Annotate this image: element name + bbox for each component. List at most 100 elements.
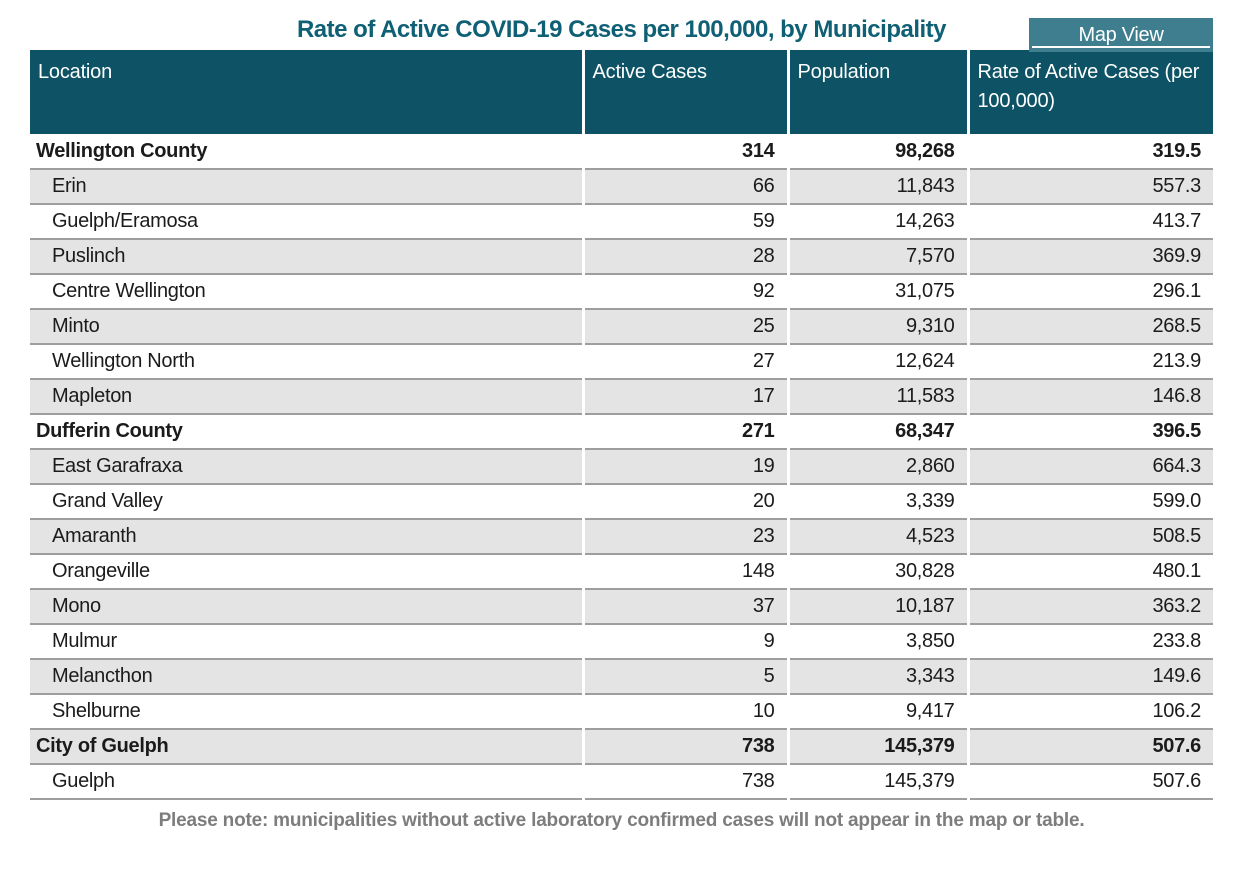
active-cases-cell: 25 (583, 309, 790, 344)
table-row: Melancthon 5 3,343 149.6 (30, 659, 1213, 694)
population-cell: 145,379 (788, 729, 970, 764)
active-cases-cell: 9 (583, 624, 790, 659)
location-cell: Puslinch (30, 239, 585, 274)
map-view-button[interactable]: Map View (1029, 18, 1213, 52)
population-cell: 68,347 (788, 414, 970, 449)
rate-cell: 106.2 (1152, 700, 1201, 722)
population-cell: 14,263 (788, 204, 970, 239)
rate-cell: 319.5 (1152, 139, 1201, 162)
population-cell: 31,075 (788, 274, 970, 309)
active-cases-cell: 20 (583, 484, 790, 519)
population-cell: 7,570 (788, 239, 970, 274)
active-cases-cell: 738 (583, 764, 790, 799)
active-cases-cell: 37 (583, 589, 790, 624)
population-cell: 11,843 (788, 169, 970, 204)
population-cell: 10,187 (788, 589, 970, 624)
rate-cell: 480.1 (1152, 560, 1201, 582)
table-row: Grand Valley 20 3,339 599.0 (30, 484, 1213, 519)
active-cases-cell: 23 (583, 519, 790, 554)
column-header-rate[interactable]: Rate of Active Cases (per 100,000) (968, 50, 1213, 134)
rate-cell: 664.3 (1152, 455, 1201, 477)
column-header-active-cases[interactable]: Active Cases (583, 50, 790, 134)
location-cell: Mulmur (30, 624, 585, 659)
column-header-location[interactable]: Location (30, 50, 585, 134)
table-row: East Garafraxa 19 2,860 664.3 (30, 449, 1213, 484)
rate-cell: 508.5 (1152, 525, 1201, 547)
active-cases-cell: 28 (583, 239, 790, 274)
footnote: Please note: municipalities without acti… (158, 810, 1085, 831)
dashboard-page: Rate of Active COVID-19 Cases per 100,00… (30, 14, 1213, 831)
active-cases-cell: 59 (583, 204, 790, 239)
location-cell: Orangeville (30, 554, 585, 589)
table-row: Mulmur 9 3,850 233.8 (30, 624, 1213, 659)
rate-cell: 363.2 (1152, 595, 1201, 617)
active-cases-cell: 27 (583, 344, 790, 379)
location-cell: Grand Valley (30, 484, 585, 519)
table-row: Orangeville 148 30,828 480.1 (30, 554, 1213, 589)
location-cell: Erin (30, 169, 585, 204)
population-cell: 2,860 (788, 449, 970, 484)
location-cell: Mono (30, 589, 585, 624)
table-row: Amaranth 23 4,523 508.5 (30, 519, 1213, 554)
population-cell: 145,379 (788, 764, 970, 799)
table-header: Location Active Cases Population Rate of… (30, 50, 1213, 134)
location-cell: Dufferin County (30, 414, 585, 449)
population-cell: 3,339 (788, 484, 970, 519)
population-cell: 3,343 (788, 659, 970, 694)
table-row: Wellington County 314 98,268 319.5 (30, 134, 1213, 169)
table-row: Dufferin County 271 68,347 396.5 (30, 414, 1213, 449)
active-cases-cell: 148 (583, 554, 790, 589)
location-cell: Guelph (30, 764, 585, 799)
location-cell: Shelburne (30, 694, 585, 729)
table-row: City of Guelph 738 145,379 507.6 (30, 729, 1213, 764)
table-row: Mono 37 10,187 363.2 (30, 589, 1213, 624)
location-cell: Amaranth (30, 519, 585, 554)
table-body: Wellington County 314 98,268 319.5 Erin 66 11,… (30, 134, 1213, 799)
population-cell: 30,828 (788, 554, 970, 589)
active-cases-cell: 271 (583, 414, 790, 449)
rate-cell: 557.3 (1152, 175, 1201, 197)
rate-cell: 213.9 (1152, 350, 1201, 372)
table-row: Wellington North 27 12,624 213.9 (30, 344, 1213, 379)
rate-cell: 268.5 (1152, 315, 1201, 337)
table-row: Erin 66 11,843 557.3 (30, 169, 1213, 204)
covid-rate-table: Location Active Cases Population Rate of… (30, 50, 1213, 800)
active-cases-cell: 5 (583, 659, 790, 694)
location-cell: Centre Wellington (30, 274, 585, 309)
location-cell: East Garafraxa (30, 449, 585, 484)
rate-cell: 296.1 (1152, 280, 1201, 302)
table-row: Mapleton 17 11,583 146.8 (30, 379, 1213, 414)
rate-cell: 507.6 (1152, 770, 1201, 792)
active-cases-cell: 17 (583, 379, 790, 414)
location-cell: Wellington County (30, 134, 585, 169)
column-header-population[interactable]: Population (788, 50, 970, 134)
location-cell: Melancthon (30, 659, 585, 694)
population-cell: 98,268 (788, 134, 970, 169)
table-row: Guelph/Eramosa 59 14,263 413.7 (30, 204, 1213, 239)
location-cell: City of Guelph (30, 729, 585, 764)
active-cases-cell: 19 (583, 449, 790, 484)
location-cell: Guelph/Eramosa (30, 204, 585, 239)
table-row: Puslinch 28 7,570 369.9 (30, 239, 1213, 274)
table-row: Minto 25 9,310 268.5 (30, 309, 1213, 344)
rate-cell: 413.7 (1152, 210, 1201, 232)
rate-cell: 233.8 (1152, 630, 1201, 652)
population-cell: 9,417 (788, 694, 970, 729)
top-bar: Rate of Active COVID-19 Cases per 100,00… (30, 14, 1213, 52)
rate-cell: 507.6 (1152, 735, 1201, 757)
population-cell: 4,523 (788, 519, 970, 554)
table-row: Centre Wellington 92 31,075 296.1 (30, 274, 1213, 309)
location-cell: Mapleton (30, 379, 585, 414)
table-header-row: Location Active Cases Population Rate of… (30, 50, 1213, 134)
rate-cell: 599.0 (1152, 490, 1201, 512)
rate-cell: 369.9 (1152, 245, 1201, 267)
location-cell: Wellington North (30, 344, 585, 379)
table-row: Guelph 738 145,379 507.6 (30, 764, 1213, 799)
active-cases-cell: 66 (583, 169, 790, 204)
location-cell: Minto (30, 309, 585, 344)
active-cases-cell: 314 (583, 134, 790, 169)
rate-cell: 396.5 (1152, 420, 1201, 442)
rate-cell: 149.6 (1152, 665, 1201, 687)
page-title: Rate of Active COVID-19 Cases per 100,00… (296, 16, 947, 43)
active-cases-cell: 738 (583, 729, 790, 764)
